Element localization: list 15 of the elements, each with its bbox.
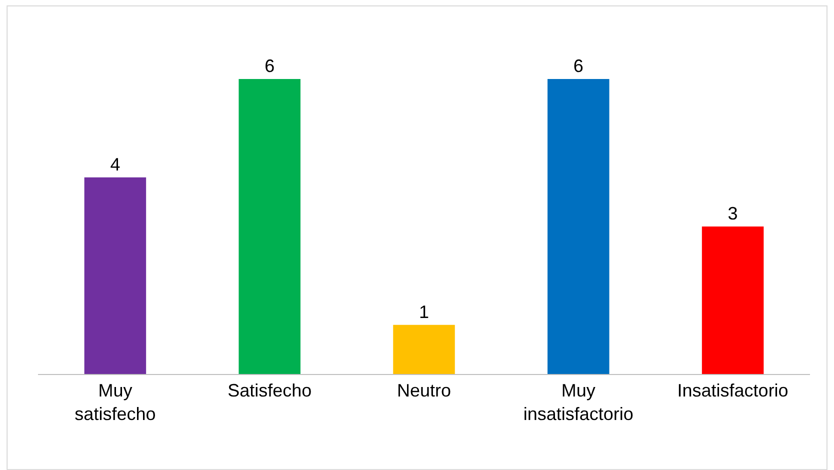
- x-tick-label: Muy satisfecho: [74, 380, 156, 424]
- data-label: 4: [110, 154, 120, 174]
- data-label: 6: [573, 56, 584, 76]
- x-tick-label: Satisfecho: [228, 380, 312, 401]
- data-label: 3: [728, 204, 738, 224]
- x-tick-label: Neutro: [396, 380, 452, 401]
- x-tick-label: Muy insatisfactorio: [523, 380, 634, 424]
- bar: [702, 226, 764, 374]
- data-label: 1: [418, 302, 430, 322]
- bar: [393, 324, 455, 374]
- x-tick-label: Insatisfactorio: [677, 380, 788, 401]
- bar: [238, 79, 300, 374]
- bar: [548, 79, 610, 374]
- data-label: 6: [264, 56, 275, 76]
- bar: [84, 177, 146, 374]
